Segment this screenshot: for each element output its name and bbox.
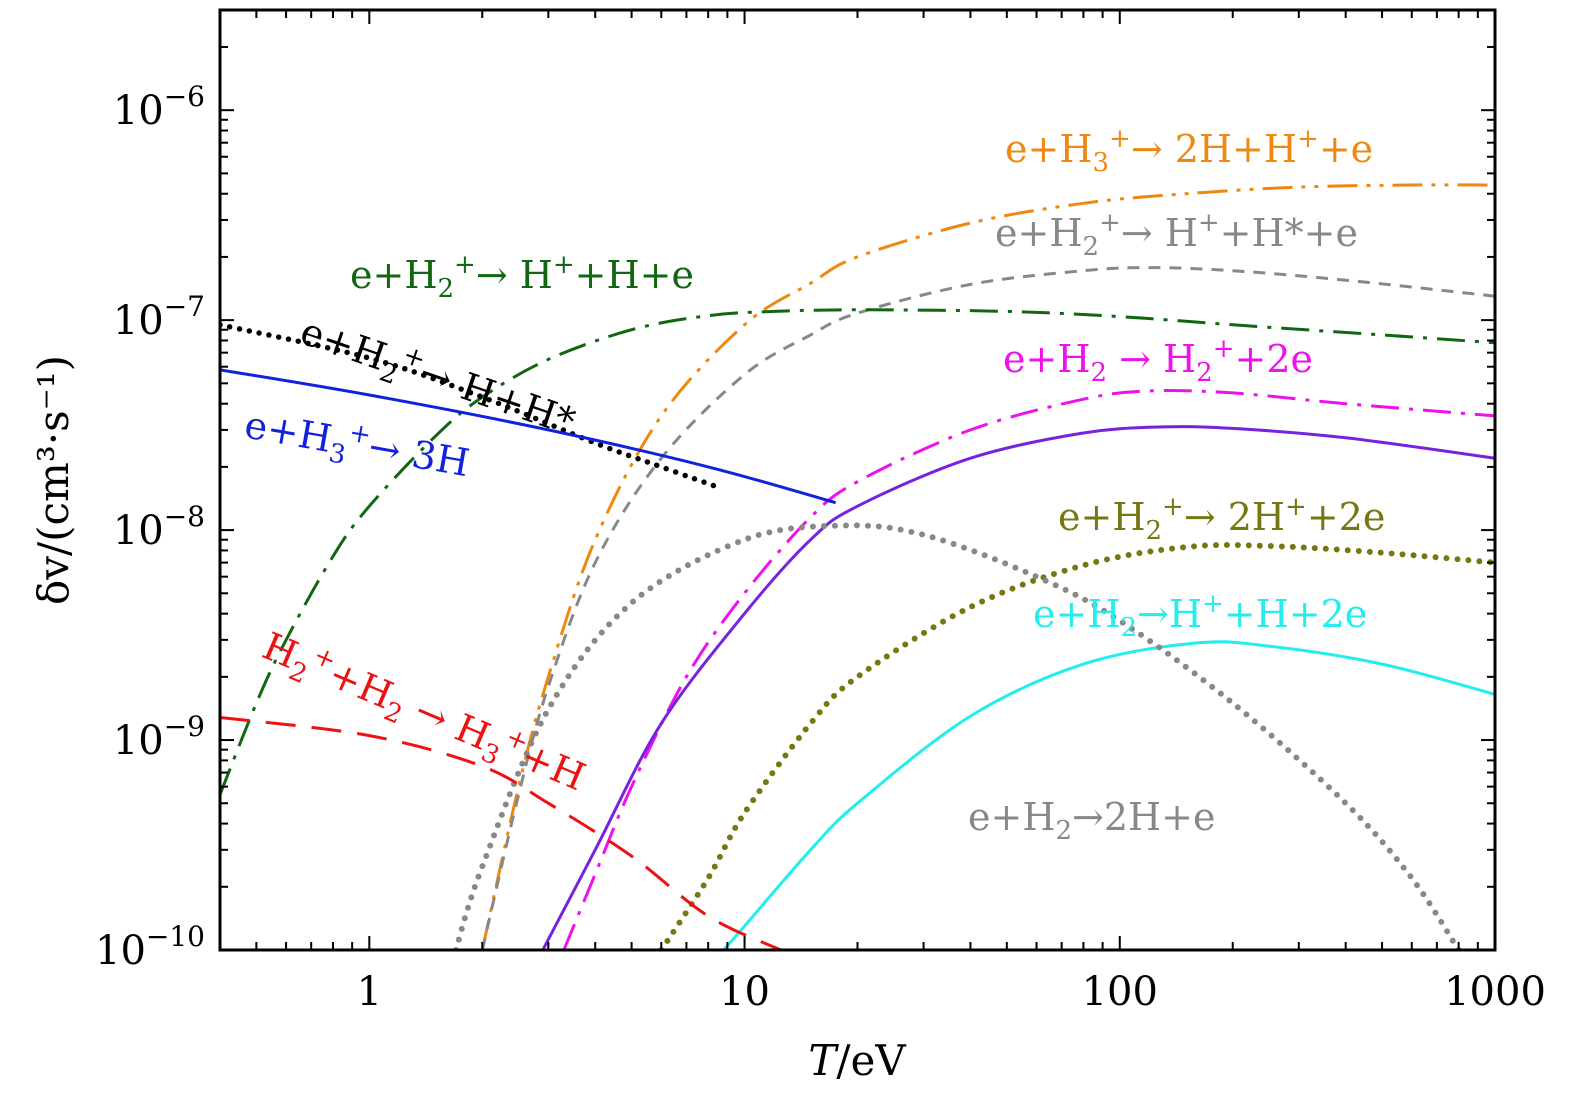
x-tick-label: 10 (719, 969, 770, 1015)
y-tick-label: 10−10 (95, 920, 205, 974)
y-tick-label: 10−6 (113, 80, 205, 134)
series-line-9 (220, 322, 721, 490)
reaction-label-4: e+H2+→ H+H* (293, 306, 582, 450)
series-line-2 (480, 266, 1495, 950)
x-tick-label: 1000 (1444, 969, 1546, 1015)
series-line-11 (220, 716, 782, 950)
x-tick-label: 100 (1082, 969, 1158, 1015)
x-axis-variable: T (808, 1036, 839, 1085)
series-line-10 (220, 368, 837, 505)
reaction-label-7: e+H2+→ 2H++2e (1058, 492, 1385, 546)
reaction-label-1: e+H3+→ 2H+H++e (1005, 124, 1373, 178)
x-tick-label: 1 (357, 969, 382, 1015)
y-tick-label: 10−8 (113, 500, 205, 554)
series-line-8 (452, 522, 1462, 950)
reaction-label-10: e+H2→2H+e (968, 795, 1216, 846)
reaction-label-8: e+H2→H++H+2e (1033, 589, 1367, 643)
series-line-1 (480, 183, 1495, 950)
ticks-layer: 1 10 100 1000 10−10 10−9 10−8 10−7 10−6 (95, 9, 1546, 1015)
annotation-layer: e+H3+→ 2H+H++e e+H2+→ H++H*+e e+H2+→ H++H+… (240, 124, 1385, 846)
x-axis-unit: /eV (836, 1036, 906, 1085)
series-line-3 (220, 308, 1495, 796)
reaction-label-2: e+H2+→ H++H*+e (995, 208, 1358, 262)
y-axis-label: δv/(cm³·s⁻¹) (29, 355, 78, 605)
series-layer (220, 183, 1495, 950)
y-tick-label: 10−9 (113, 710, 205, 764)
reaction-label-6: e+H2 → H2++2e (1003, 334, 1313, 388)
series-line-4 (562, 388, 1495, 950)
series-line-5 (541, 425, 1495, 950)
reaction-label-9: H2++H2 → H3++H (254, 621, 593, 806)
reaction-label-5: e+H3+→ 3H (240, 400, 473, 493)
reaction-label-3: e+H2+→ H++H+e (350, 250, 694, 304)
x-axis-label: T/eV (808, 1036, 906, 1085)
series-line-7 (722, 640, 1495, 950)
y-tick-label: 10−7 (113, 290, 205, 344)
